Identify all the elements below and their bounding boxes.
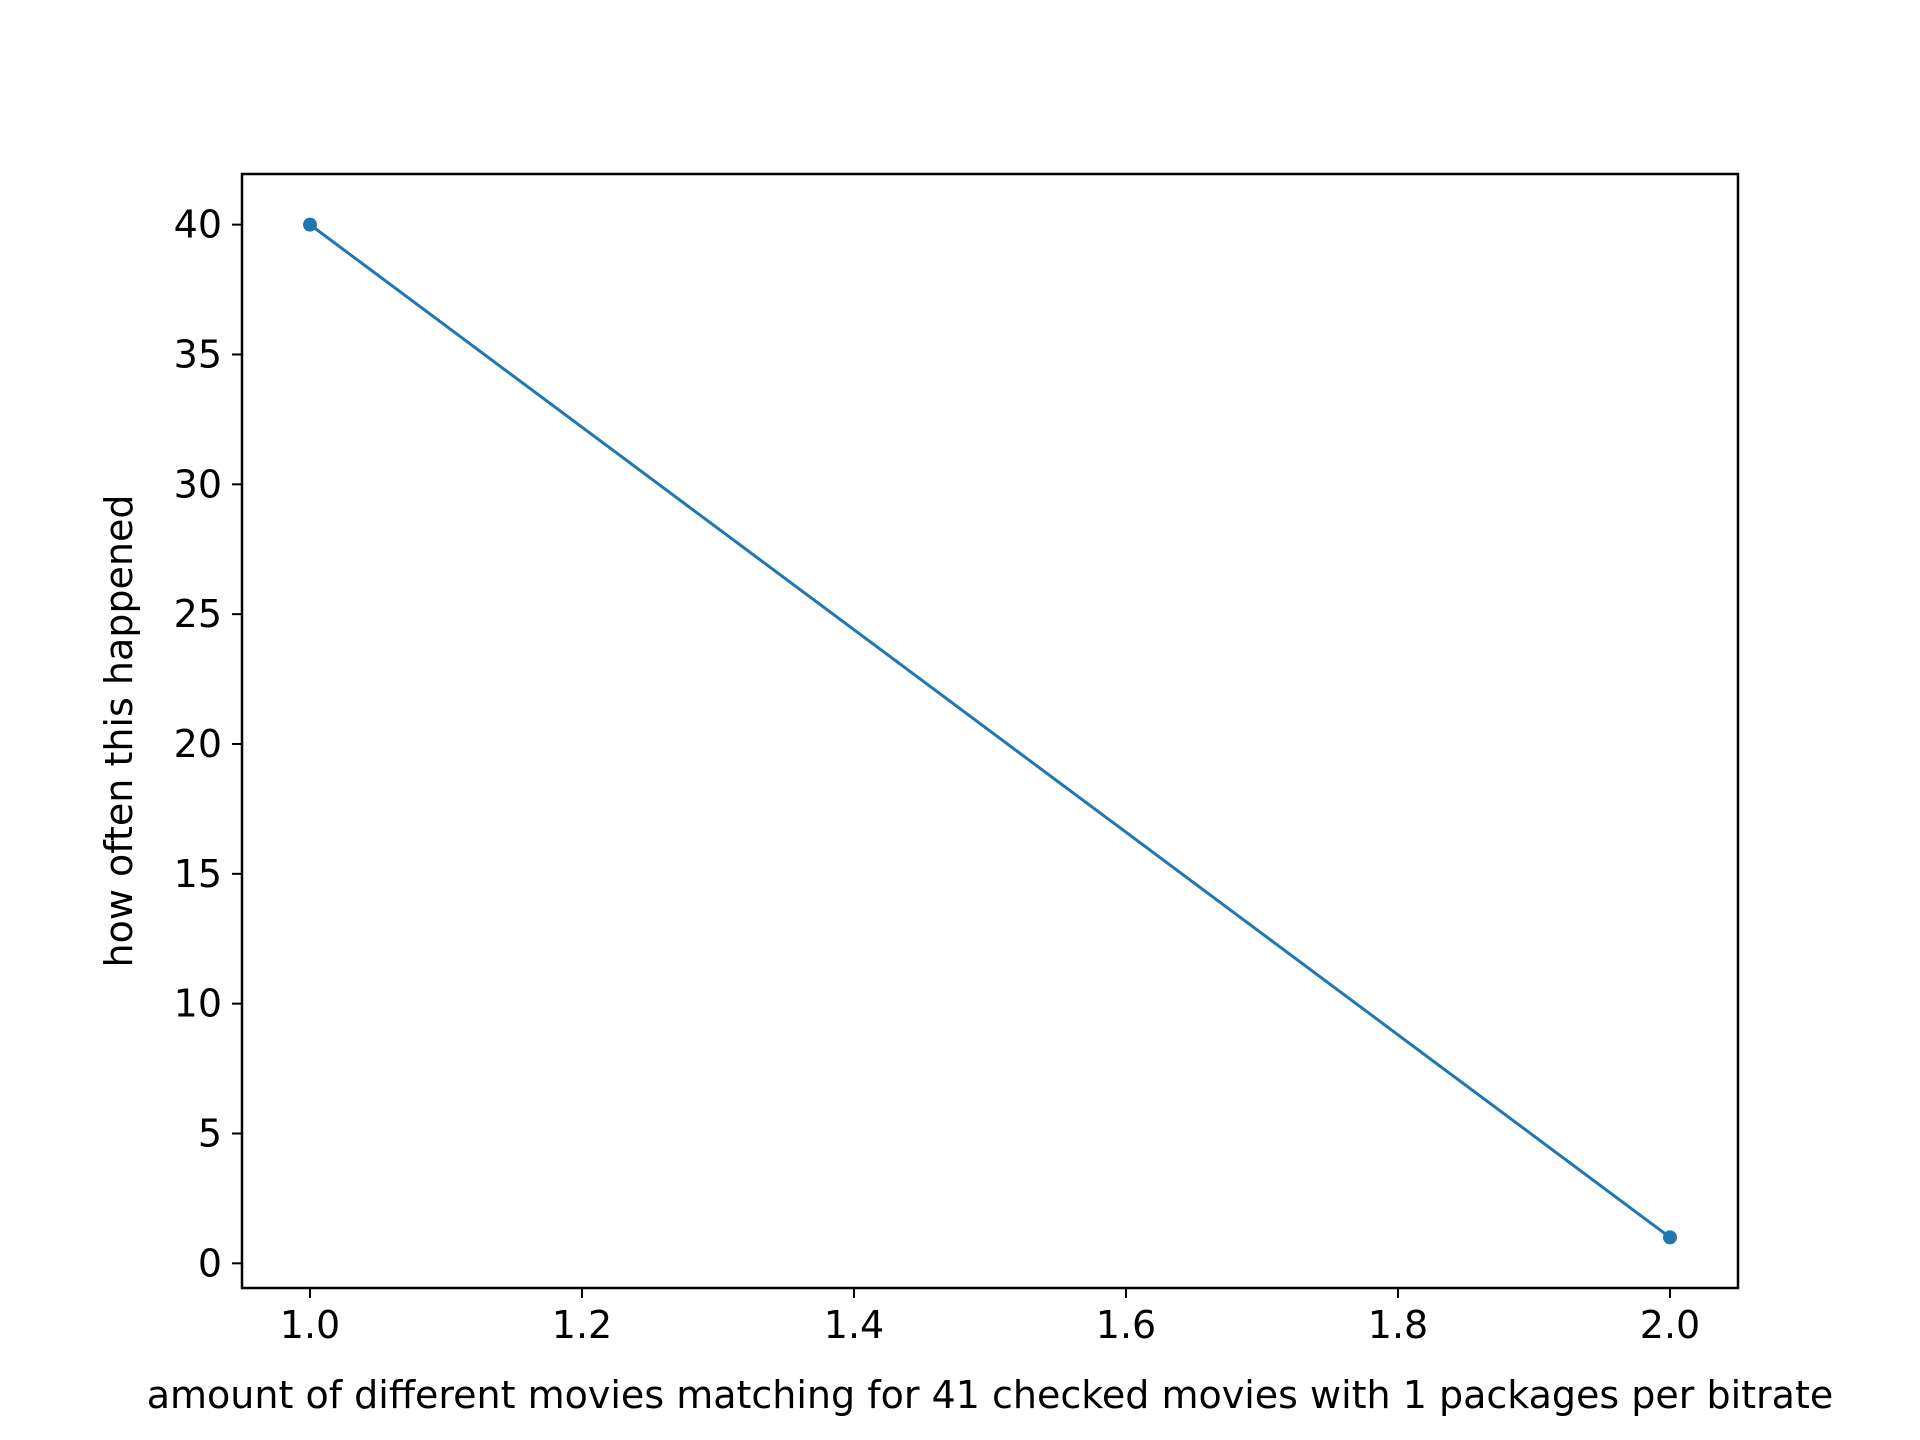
x-tick-label: 2.0 — [1640, 1303, 1700, 1347]
data-point — [1663, 1230, 1677, 1245]
y-tick-label: 20 — [174, 722, 222, 766]
y-axis-ticks: 0 5 10 15 20 25 30 35 40 — [174, 203, 242, 1285]
y-tick-label: 25 — [174, 592, 222, 636]
x-tick-label: 1.6 — [1096, 1303, 1156, 1347]
x-tick-label: 1.2 — [552, 1303, 612, 1347]
x-tick-label: 1.8 — [1368, 1303, 1428, 1347]
data-point — [303, 217, 317, 232]
plot-area — [303, 217, 1677, 1245]
y-tick-label: 35 — [174, 332, 222, 376]
y-tick-label: 30 — [174, 462, 222, 506]
y-tick-label: 40 — [174, 203, 222, 247]
series-line — [309, 223, 1671, 1239]
y-axis-label: how often this happened — [97, 495, 141, 968]
x-axis-label: amount of different movies matching for … — [147, 1373, 1834, 1417]
plot-frame — [240, 172, 1740, 1290]
x-axis-ticks: 1.0 1.2 1.4 1.6 1.8 2.0 — [280, 1288, 1700, 1347]
y-tick-label: 0 — [198, 1241, 222, 1285]
y-tick-label: 15 — [174, 852, 222, 896]
x-tick-label: 1.4 — [824, 1303, 884, 1347]
y-tick-label: 5 — [198, 1111, 222, 1155]
y-tick-label: 10 — [174, 982, 222, 1026]
x-tick-label: 1.0 — [280, 1303, 340, 1347]
